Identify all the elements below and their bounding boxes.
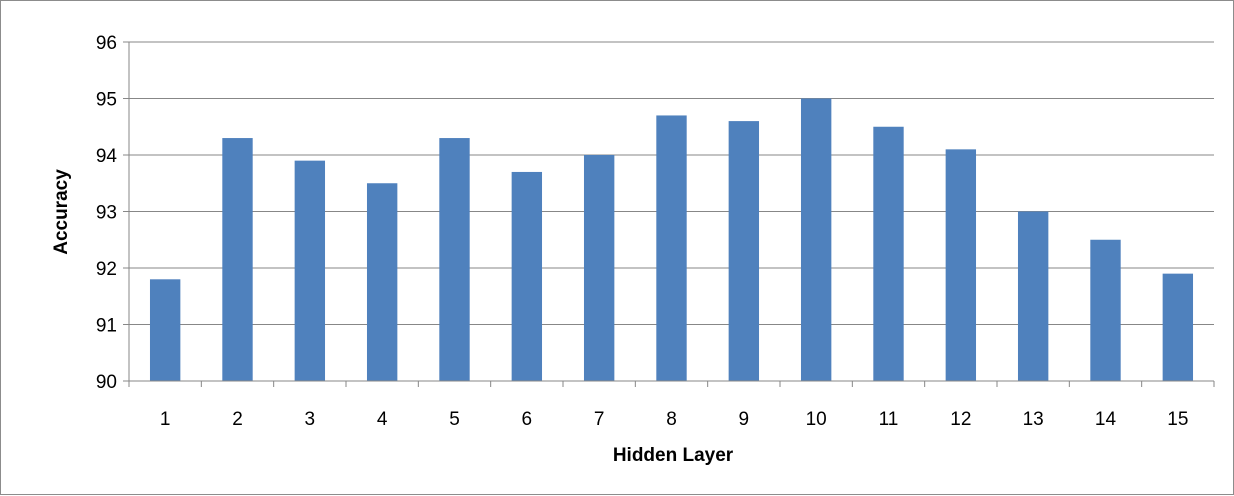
x-tick-label: 8 <box>666 409 677 430</box>
x-tick-label: 7 <box>594 409 605 430</box>
y-tick-label: 92 <box>96 259 117 280</box>
y-tick-label: 96 <box>96 33 117 54</box>
bar <box>511 171 543 381</box>
bar <box>294 160 326 381</box>
y-tick-label: 94 <box>96 146 118 167</box>
bar <box>1090 239 1121 381</box>
x-tick-label: 10 <box>806 409 827 430</box>
bar <box>873 126 904 381</box>
bar <box>222 138 253 381</box>
y-tick-label: 90 <box>96 372 117 393</box>
bar <box>1017 211 1049 381</box>
x-tick-label: 9 <box>739 409 750 430</box>
x-tick-label: 15 <box>1167 409 1188 430</box>
x-tick-label: 4 <box>377 409 388 430</box>
x-tick-label: 5 <box>449 409 460 430</box>
bar <box>656 115 687 381</box>
x-tick-labels: 1 2 3 4 5 6 7 8 9 10 11 12 13 14 15 <box>160 409 1189 430</box>
bar <box>1162 273 1194 381</box>
x-tick-label: 11 <box>879 409 899 430</box>
y-tick-label: 91 <box>96 316 117 337</box>
x-tick-label: 3 <box>305 409 316 430</box>
x-axis-title: Hidden Layer <box>613 445 734 466</box>
bar <box>945 149 977 381</box>
y-axis-title: Accuracy <box>51 169 72 255</box>
x-tick-label: 12 <box>950 409 971 430</box>
axes <box>128 42 1215 387</box>
x-tick-label: 6 <box>522 409 533 430</box>
y-tick-label: 95 <box>96 90 117 111</box>
bar-series <box>149 98 1194 381</box>
y-tick-labels: 90 91 92 93 94 95 96 <box>96 33 118 393</box>
bar <box>439 138 470 381</box>
bar <box>583 155 615 381</box>
bar <box>149 279 181 381</box>
y-tick-label: 93 <box>96 203 117 224</box>
bar <box>366 183 398 381</box>
x-tick-label: 1 <box>160 409 171 430</box>
bar <box>728 121 760 381</box>
x-tick-label: 14 <box>1095 409 1117 430</box>
x-tick-label: 13 <box>1023 409 1044 430</box>
bar <box>800 98 832 381</box>
x-tick-label: 2 <box>232 409 243 430</box>
